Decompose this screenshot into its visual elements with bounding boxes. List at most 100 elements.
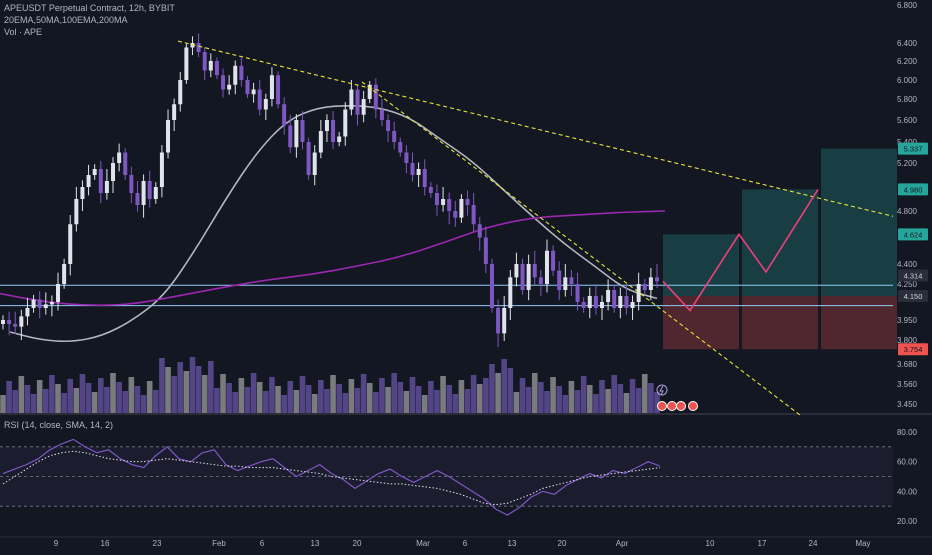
candle-body [532, 264, 537, 278]
candle [221, 68, 226, 98]
candle [465, 190, 470, 216]
candle-body [166, 120, 171, 153]
candle [80, 180, 85, 211]
candle-body [98, 169, 103, 193]
volume-bar [617, 384, 624, 413]
volume-bar [648, 383, 654, 413]
candle [496, 299, 501, 347]
candle-body [551, 250, 556, 271]
candle-body [636, 284, 641, 302]
candle-body [104, 181, 109, 193]
candle [337, 132, 342, 147]
candle-body [331, 120, 336, 142]
us-flag-icon [667, 401, 677, 411]
candle-body [434, 193, 439, 205]
price-tick-label: 4.400 [897, 260, 918, 269]
candle-body [410, 163, 415, 175]
price-axis: 6.800 6.400 6.200 6.000 5.800 5.600 5.400 5.200… [897, 1, 918, 409]
candle [123, 148, 128, 180]
volume-bar [183, 371, 190, 413]
candle-body [648, 277, 653, 290]
candle-body [483, 237, 488, 264]
candle-body [294, 120, 299, 148]
event-icons [656, 384, 698, 411]
candle-body [569, 277, 574, 284]
candle [141, 174, 146, 218]
candle [618, 287, 623, 319]
candle [532, 250, 537, 285]
volume-bar [641, 374, 648, 413]
price-tick-label: 6.200 [897, 57, 918, 66]
volume-bar [580, 376, 587, 413]
volume-bar [85, 383, 92, 413]
candle-body [447, 199, 452, 211]
price-tag-box [898, 142, 928, 155]
price-tick-label: 5.200 [897, 159, 918, 168]
time-tick-label: Feb [212, 539, 226, 548]
candle [447, 192, 452, 225]
volume-bar [476, 384, 483, 413]
target-zones [663, 148, 897, 350]
candle-body [141, 181, 146, 205]
candle-body [312, 152, 317, 175]
candle [642, 278, 647, 295]
candle-body [392, 131, 397, 142]
candle-body [172, 104, 177, 120]
candle [630, 295, 635, 320]
candle-body [459, 199, 464, 218]
candle-body [514, 264, 519, 278]
volume-bar [593, 394, 599, 413]
target-zone-3 [821, 148, 897, 296]
time-tick-label: 6 [463, 539, 468, 548]
candle [104, 169, 109, 200]
volume-bar [556, 386, 563, 413]
candle [379, 99, 384, 127]
price-tick-label: 6.400 [897, 39, 918, 48]
volume-bar [214, 388, 220, 413]
candle [166, 109, 171, 159]
candle [13, 311, 18, 334]
candle [624, 284, 629, 315]
volume-bar [489, 364, 495, 413]
volume-bar [220, 374, 226, 413]
price-tag-label: 4.150 [904, 292, 923, 301]
volume-bar [305, 385, 312, 413]
volume-bar [366, 383, 373, 413]
candle-body [25, 308, 30, 317]
volume-bar [428, 381, 434, 413]
candle-body [257, 89, 262, 110]
candle-body [300, 120, 305, 142]
candle-body [233, 65, 238, 85]
candle-body [31, 299, 36, 308]
candle-body [282, 104, 287, 126]
candle [288, 114, 293, 154]
volume-bar [42, 389, 49, 413]
volume-bar [165, 367, 171, 413]
time-tick-label: 13 [508, 539, 517, 548]
price-tag-box [898, 183, 928, 196]
candle [318, 120, 323, 159]
candle [508, 270, 513, 320]
price-tag: 4.150 [898, 290, 928, 302]
volume-bar [452, 394, 459, 413]
moving-averages [0, 105, 666, 343]
candle [563, 264, 568, 297]
price-tag-box [898, 228, 928, 241]
volume-bar [586, 385, 593, 413]
volume-bar [263, 391, 269, 413]
candle [7, 311, 12, 336]
candle-body [422, 169, 427, 187]
candle [239, 57, 244, 87]
candle [190, 36, 195, 56]
candle-body [208, 61, 213, 71]
candle-body [263, 99, 268, 110]
candle [599, 295, 604, 320]
candle-body [1, 320, 5, 324]
volume-bar [379, 378, 385, 413]
volume-bar [568, 381, 575, 413]
candle-body [404, 152, 409, 163]
ma-line-50ma [9, 105, 658, 343]
